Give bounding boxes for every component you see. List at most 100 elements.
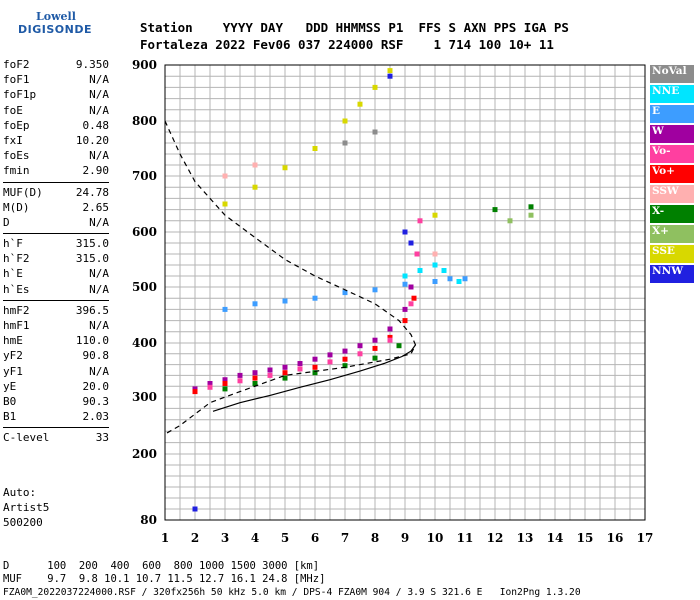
data-point — [267, 372, 273, 378]
param-row: h`E N/A — [3, 267, 109, 282]
param-value: N/A — [89, 73, 109, 87]
param-row: foF1 N/A — [3, 73, 109, 88]
data-point — [282, 364, 288, 370]
param-row: h`F2 315.0 — [3, 252, 109, 267]
y-tick-label: 700 — [132, 169, 157, 183]
x-tick-label: 5 — [281, 531, 289, 545]
param-name: yF2 — [3, 349, 23, 363]
data-point — [387, 326, 393, 332]
param-value: 90.3 — [82, 394, 110, 408]
data-point — [387, 68, 393, 74]
logo-line1: Lowell — [36, 10, 76, 23]
x-tick-label: 16 — [607, 531, 624, 545]
series-x- — [222, 204, 534, 392]
param-name: hmF1 — [3, 319, 30, 332]
data-point — [417, 218, 423, 224]
param-name: foF1 — [3, 73, 30, 87]
param-name: fmin — [3, 164, 30, 178]
param-name: h`E — [3, 267, 23, 281]
data-point — [312, 146, 318, 151]
data-point — [432, 212, 438, 218]
legend-item-ssw: SSW — [650, 185, 694, 205]
data-point — [267, 367, 273, 373]
param-value: N/A — [89, 282, 109, 296]
param-separator — [3, 299, 109, 301]
data-point — [408, 240, 414, 246]
param-row: yF2 90.8 — [3, 349, 109, 364]
param-row: fxI 10.20 — [3, 134, 109, 149]
param-row: yE 20.0 — [3, 380, 109, 395]
param-value: N/A — [89, 319, 109, 332]
data-point — [372, 129, 378, 135]
param-name: hmE — [3, 334, 23, 348]
data-point — [237, 378, 243, 384]
file-info: FZA0M_2022037224000.RSF / 320fx256h 50 k… — [3, 587, 581, 598]
legend-item-vo-: Vo- — [650, 145, 694, 165]
legend-item-vo-: Vo+ — [650, 165, 694, 185]
data-point — [342, 290, 348, 296]
plot-frame — [164, 64, 646, 521]
data-point — [528, 212, 534, 218]
data-point — [282, 298, 288, 304]
data-point — [402, 273, 408, 279]
legend-item-nnw: NNW — [650, 265, 694, 285]
data-point — [342, 140, 348, 146]
data-point — [372, 84, 378, 90]
param-name: foEs — [3, 149, 30, 163]
param-row: C-level 33 — [3, 431, 109, 446]
param-name: h`F2 — [3, 252, 30, 266]
data-point — [282, 375, 288, 381]
param-name: B0 — [3, 394, 17, 408]
param-value: N/A — [89, 149, 109, 163]
legend-item-x-: X+ — [650, 225, 694, 245]
data-point — [528, 204, 534, 210]
data-point — [192, 506, 198, 512]
param-name: D — [3, 215, 10, 229]
data-point — [402, 306, 408, 312]
data-point — [207, 381, 213, 386]
param-row: foEs N/A — [3, 149, 109, 164]
param-value: N/A — [89, 88, 109, 102]
param-value: N/A — [89, 215, 109, 229]
data-point — [387, 337, 393, 343]
data-point — [441, 268, 447, 273]
series-noval — [342, 129, 378, 146]
param-name: yF1 — [3, 364, 23, 378]
param-name: foE — [3, 103, 23, 117]
data-point — [387, 334, 393, 340]
param-row: foEp 0.48 — [3, 119, 109, 134]
param-name: foEp — [3, 118, 30, 132]
data-point — [192, 389, 198, 395]
x-tick-label: 10 — [427, 531, 444, 545]
series-vo- — [192, 295, 417, 395]
x-tick-label: 13 — [517, 531, 534, 545]
data-point — [402, 281, 408, 287]
data-point — [252, 301, 258, 307]
param-name: B1 — [3, 410, 17, 424]
data-point — [432, 251, 438, 257]
digisonde-logo: Lowell DIGISONDE — [6, 10, 91, 44]
x-tick-label: 7 — [341, 531, 349, 545]
param-value: 33 — [95, 431, 109, 445]
param-row: fmin 2.90 — [3, 164, 109, 179]
chart-curves — [164, 120, 417, 435]
data-point — [342, 118, 348, 124]
param-row: yF1 N/A — [3, 365, 109, 380]
data-point — [342, 348, 348, 354]
param-name: h`F — [3, 237, 23, 251]
legend-item-noval: NoVal — [650, 65, 694, 85]
data-point — [342, 356, 348, 362]
distance-row: D 100 200 400 600 800 1000 1500 3000 [km… — [3, 560, 320, 572]
param-value: N/A — [89, 103, 109, 117]
param-row: h`Es N/A — [3, 283, 109, 298]
y-tick-label: 500 — [132, 280, 157, 294]
header-line1: Station YYYY DAY DDD HHMMSS P1 FFS S AXN… — [140, 20, 569, 35]
param-row: foF1p N/A — [3, 88, 109, 103]
data-point — [312, 364, 318, 370]
series-w — [192, 284, 414, 392]
series-sse — [222, 68, 438, 218]
logo-line2: DIGISONDE — [18, 23, 92, 36]
data-point — [387, 73, 393, 79]
param-name: fxI — [3, 133, 23, 147]
auto-method: Artist5 — [3, 501, 50, 514]
